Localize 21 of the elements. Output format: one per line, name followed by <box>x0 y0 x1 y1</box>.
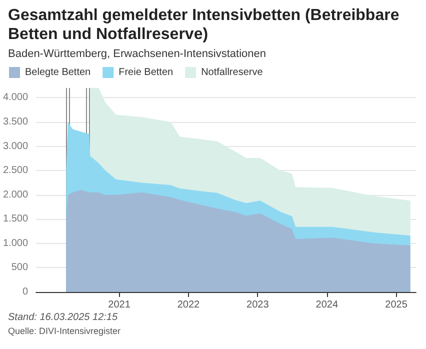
x-tick-label: 2024 <box>316 300 338 310</box>
y-tick-label: 1.500 <box>2 214 28 225</box>
legend-label: Belegte Betten <box>25 67 91 78</box>
chart-subtitle: Baden-Württemberg, Erwachsenen-Intensivstationen <box>8 48 268 60</box>
x-tick-label: 2025 <box>385 300 408 310</box>
y-tick-label: 500 <box>11 262 28 274</box>
source-note: Quelle: DIVI-Intensivregister <box>8 326 122 336</box>
y-tick-label: 4.000 <box>2 92 28 104</box>
text: Stand: 16.03.2025 12:15 <box>8 312 119 323</box>
x-tick-label: 2021 <box>108 300 131 310</box>
y-tick-label: 1.000 <box>2 238 28 249</box>
y-tick-label: 3.000 <box>2 140 28 152</box>
x-tick-label: 2022 <box>177 300 200 310</box>
y-tick-label: 3.500 <box>2 116 28 128</box>
y-tick-label: 0 <box>22 286 28 298</box>
y-tick-label: 2.000 <box>2 189 28 200</box>
x-tick-label: 2023 <box>246 300 270 310</box>
y-tick-label: 2.500 <box>2 165 28 176</box>
chart-title: Gesamtzahl gemeldeter Intensivbetten (Betreibbare Betten und Notfallreserve) <box>8 6 400 44</box>
legend-label: Notfallreserve <box>201 67 264 78</box>
legend-label: Freie Betten <box>118 67 174 78</box>
